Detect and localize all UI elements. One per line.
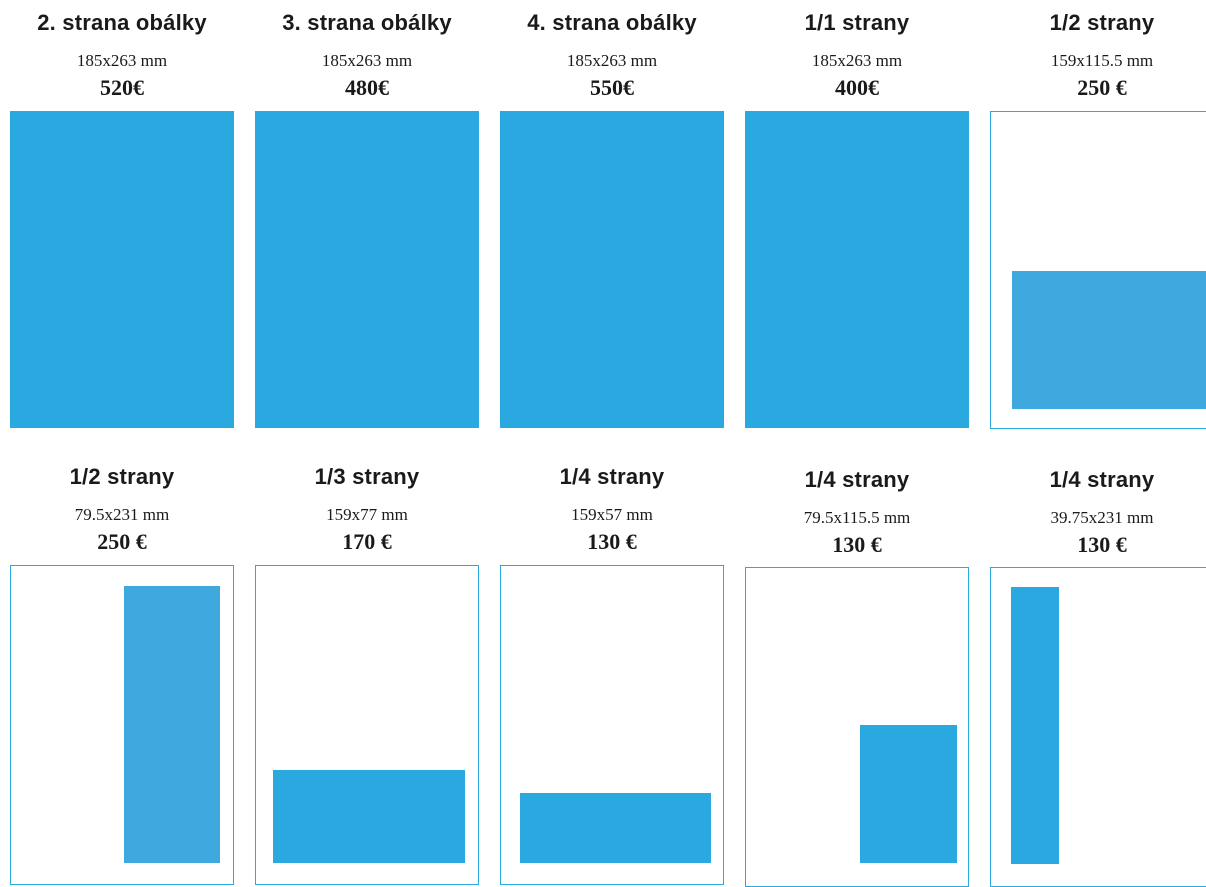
format-size: 185x263 mm: [321, 51, 413, 70]
page-outline: [990, 567, 1206, 887]
ad-area-quarter-block: [860, 725, 957, 863]
format-size: 185x263 mm: [566, 51, 658, 70]
format-size: 39.75x231 mm: [1050, 508, 1154, 527]
format-price: 520€: [100, 75, 144, 100]
format-size: 159x57 mm: [571, 505, 653, 524]
format-title: 2. strana obálky: [37, 10, 207, 35]
format-title: 1/2 strany: [1049, 10, 1155, 35]
format-price: 130 €: [832, 532, 882, 557]
format-size: 79.5x231 mm: [74, 505, 170, 524]
ad-area-quarter-vertical: [1011, 587, 1059, 864]
format-size: 185x263 mm: [76, 51, 168, 70]
page-outline: [500, 565, 724, 885]
format-price: 250 €: [97, 529, 147, 554]
ad-area-third: [273, 770, 465, 863]
format-size: 159x77 mm: [326, 505, 408, 524]
full-page-ad: [745, 111, 969, 428]
full-page-ad: [255, 111, 479, 428]
format-title: 1/2 strany: [69, 464, 175, 489]
page-outline: [255, 565, 479, 885]
format-title: 1/4 strany: [1049, 467, 1155, 492]
format-title: 4. strana obálky: [527, 10, 697, 35]
format-price: 130 €: [587, 529, 637, 554]
page-outline: [990, 111, 1206, 429]
format-title: 1/4 strany: [559, 464, 665, 489]
format-price: 550€: [590, 75, 634, 100]
ad-area-half-horizontal: [1012, 271, 1206, 409]
format-price: 250 €: [1077, 75, 1127, 100]
format-title: 1/1 strany: [804, 10, 910, 35]
full-page-ad: [10, 111, 234, 428]
format-title: 1/3 strany: [314, 464, 420, 489]
ad-area-quarter-horizontal: [520, 793, 711, 863]
format-size: 185x263 mm: [811, 51, 903, 70]
format-size: 79.5x115.5 mm: [803, 508, 911, 527]
format-title: 3. strana obálky: [282, 10, 452, 35]
full-page-ad: [500, 111, 724, 428]
page-outline: [745, 567, 969, 887]
ad-area-half-vertical: [124, 586, 220, 863]
format-price: 400€: [835, 75, 879, 100]
format-title: 1/4 strany: [804, 467, 910, 492]
format-price: 480€: [345, 75, 389, 100]
format-price: 130 €: [1077, 532, 1127, 557]
page-outline: [10, 565, 234, 885]
format-price: 170 €: [342, 529, 392, 554]
format-size: 159x115.5 mm: [1050, 51, 1154, 70]
